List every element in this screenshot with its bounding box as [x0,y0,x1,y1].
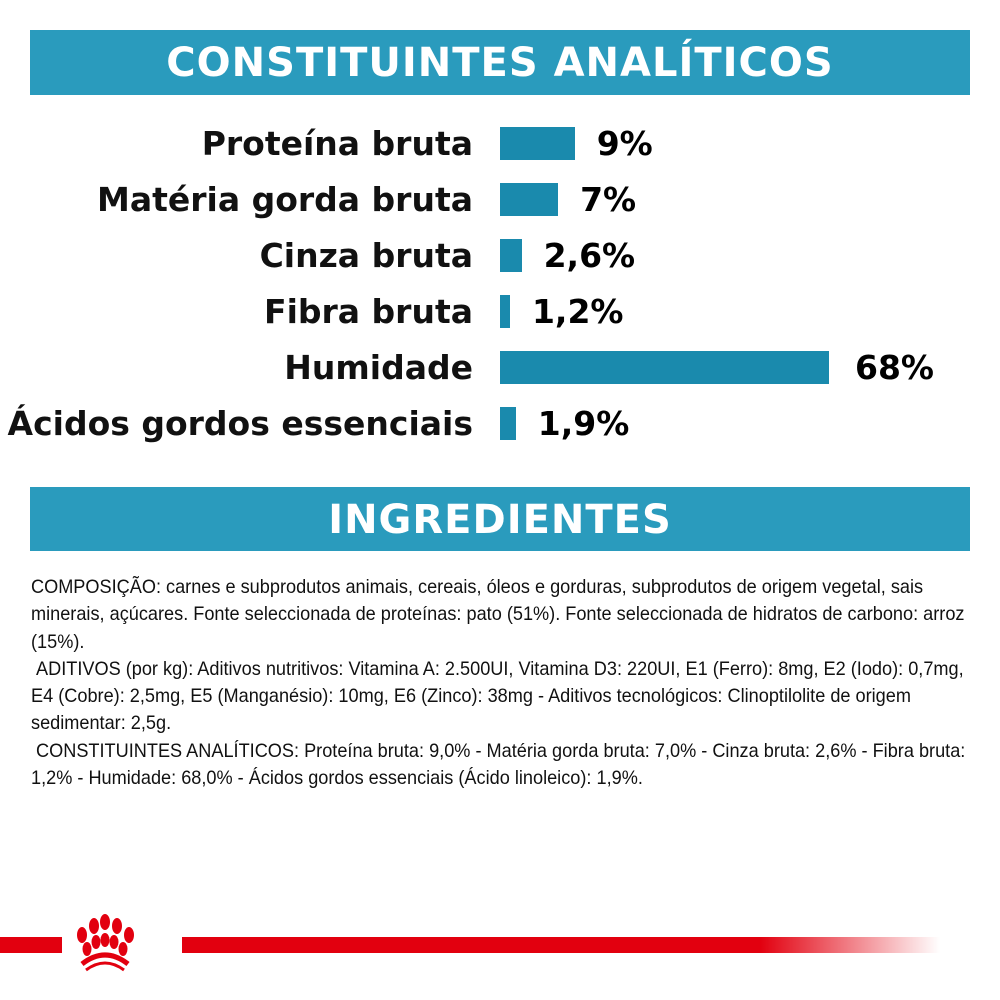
category-label: Ácidos gordos essenciais [7,404,473,443]
category-label: Cinza bruta [259,236,473,275]
ingredients-header: INGREDIENTES [30,487,970,551]
bar [500,295,510,328]
value-label: 1,2% [531,292,624,331]
bar-row: Matéria gorda bruta 7% [0,180,1000,219]
bar [500,351,829,384]
royal-canin-crown-logo [62,912,182,974]
value-label: 7% [580,180,637,219]
bar-row: Ácidos gordos essenciais 1,9% [0,404,1000,443]
bar-row: Cinza bruta 2,6% [0,236,1000,275]
value-label: 9% [596,124,653,163]
ingredients-text: COMPOSIÇÃO: carnes e subprodutos animais… [31,574,980,792]
value-label: 68% [855,348,934,387]
analytic-constituents-header: CONSTITUINTES ANALÍTICOS [30,30,970,95]
category-label: Matéria gorda bruta [97,180,473,219]
category-label: Humidade [284,348,473,387]
brand-red-line [0,937,1000,953]
bar [500,239,522,272]
value-label: 2,6% [543,236,636,275]
bar-row: Humidade 68% [0,348,1000,387]
composition-paragraph: COMPOSIÇÃO: carnes e subprodutos animais… [31,576,965,653]
bar-row: Fibra bruta 1,2% [0,292,1000,331]
bar [500,407,516,440]
category-label: Proteína bruta [201,124,473,163]
additives-paragraph: ADITIVOS (por kg): Aditivos nutritivos: … [31,657,969,735]
value-label: 1,9% [537,404,630,443]
bar [500,183,559,216]
bar [500,127,575,160]
constituents-paragraph: CONSTITUINTES ANALÍTICOS: Proteína bruta… [31,739,971,790]
bar-row: Proteína bruta 9% [0,124,1000,163]
category-label: Fibra bruta [264,292,473,331]
